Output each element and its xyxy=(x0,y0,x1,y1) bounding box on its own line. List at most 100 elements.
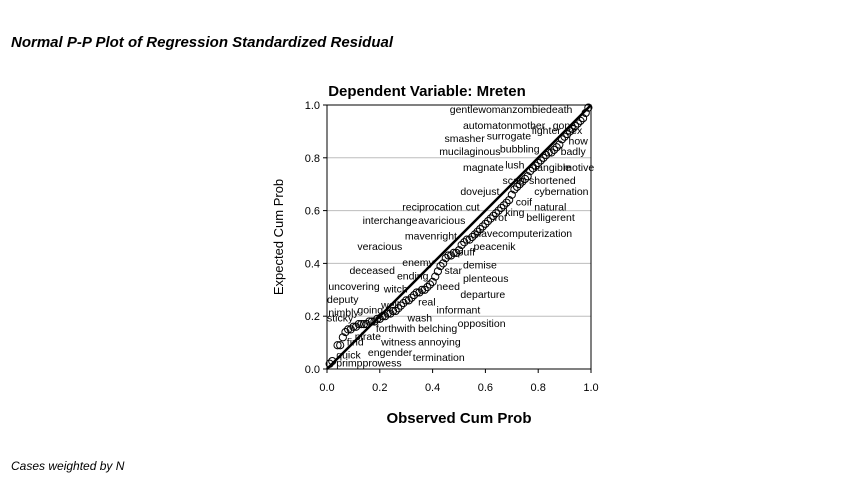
data-point xyxy=(549,145,559,154)
point-label: peacenik xyxy=(474,241,517,253)
footnote: Cases weighted by N xyxy=(11,459,125,473)
y-tick-label: 1.0 xyxy=(305,100,320,112)
data-point xyxy=(557,135,567,144)
page-title: Normal P-P Plot of Regression Standardiz… xyxy=(11,34,394,51)
point-label: avaricious xyxy=(418,215,465,227)
data-point xyxy=(425,280,435,289)
point-label: witch xyxy=(383,283,408,295)
data-point xyxy=(365,317,374,326)
point-label: motive xyxy=(563,162,594,174)
y-axis-label: Expected Cum Prob xyxy=(271,179,286,295)
data-point xyxy=(452,248,461,257)
point-label: coif xyxy=(516,196,532,208)
data-point xyxy=(542,151,551,160)
point-labels: gentlewomanzombiedeath automatonmother gon… xyxy=(327,104,594,369)
x-tick-label: 0.2 xyxy=(372,382,387,394)
data-point xyxy=(528,164,538,173)
data-point xyxy=(499,201,508,210)
point-label: primpprowess xyxy=(336,357,401,369)
data-point xyxy=(433,267,442,276)
point-label: rot xyxy=(495,212,507,224)
point-label: badly xyxy=(561,146,587,158)
data-point xyxy=(396,301,406,310)
data-point xyxy=(357,320,366,329)
data-point xyxy=(449,248,458,257)
point-label: automatonmother xyxy=(463,120,546,132)
point-label: cybernation xyxy=(534,186,588,198)
data-point xyxy=(576,116,585,125)
point-label: maven xyxy=(405,231,437,243)
point-label: natural xyxy=(534,202,566,214)
data-point xyxy=(481,219,490,228)
data-point xyxy=(571,122,580,131)
point-label: engender xyxy=(368,347,413,359)
data-point xyxy=(333,341,342,350)
data-point xyxy=(584,103,593,112)
y-tick-label: 0.4 xyxy=(305,258,320,270)
point-label: find xyxy=(347,336,364,348)
point-label: ending xyxy=(397,270,429,282)
point-label: termination xyxy=(413,352,465,364)
data-point xyxy=(336,341,345,350)
point-label: slavecomputerization xyxy=(474,228,573,240)
point-label: sex xyxy=(566,125,583,137)
point-label: tangible xyxy=(534,162,571,174)
point-label: annoying xyxy=(418,336,461,348)
point-label: informant xyxy=(437,305,481,317)
data-point xyxy=(404,296,413,305)
data-point xyxy=(547,148,556,157)
data-point xyxy=(507,190,516,199)
data-point xyxy=(565,127,574,136)
point-label: deputy xyxy=(327,294,359,306)
point-label: pirate xyxy=(355,331,381,343)
data-point xyxy=(555,140,564,149)
data-point xyxy=(483,217,493,226)
point-label: king xyxy=(505,207,524,219)
data-point xyxy=(578,114,588,123)
data-point xyxy=(344,325,353,334)
x-tick-label: 0.0 xyxy=(319,382,334,394)
data-point xyxy=(386,309,395,318)
point-label: scab xyxy=(503,175,525,187)
point-label: how xyxy=(569,136,589,148)
data-point xyxy=(412,288,421,297)
point-label: surrogate xyxy=(487,130,532,142)
data-point xyxy=(346,325,355,334)
point-label: interchange xyxy=(363,215,418,227)
data-point xyxy=(446,251,456,260)
x-axis-label: Observed Cum Prob xyxy=(386,410,531,427)
data-point xyxy=(351,322,361,331)
point-label: cut xyxy=(466,202,480,214)
data-point xyxy=(454,246,464,255)
y-tick-label: 0.8 xyxy=(305,153,320,165)
point-label: nimbly xyxy=(328,307,359,319)
data-point xyxy=(502,198,511,207)
data-point xyxy=(552,143,561,152)
data-point xyxy=(410,290,419,300)
point-label: belching xyxy=(418,323,457,335)
point-label: sticky xyxy=(327,313,354,325)
data-point xyxy=(444,251,453,260)
data-point xyxy=(536,156,545,165)
data-point xyxy=(383,309,392,318)
data-point xyxy=(510,185,519,194)
point-label: mucilaginous xyxy=(439,146,500,158)
y-tick-label: 0.6 xyxy=(305,206,320,218)
point-label: bubbling xyxy=(500,144,540,156)
data-point xyxy=(415,288,424,297)
data-point xyxy=(468,232,477,242)
data-point xyxy=(505,195,514,205)
data-point xyxy=(518,177,527,186)
data-point xyxy=(391,306,400,316)
data-point xyxy=(428,277,437,286)
data-point xyxy=(431,272,440,281)
data-point xyxy=(373,314,382,323)
data-point xyxy=(515,180,524,189)
data-point xyxy=(539,153,548,162)
x-tick-label: 0.4 xyxy=(425,382,440,394)
data-point xyxy=(441,254,450,263)
data-point xyxy=(491,209,501,218)
data-point xyxy=(436,261,445,271)
point-label: gone xyxy=(553,120,577,132)
data-point xyxy=(341,327,350,337)
